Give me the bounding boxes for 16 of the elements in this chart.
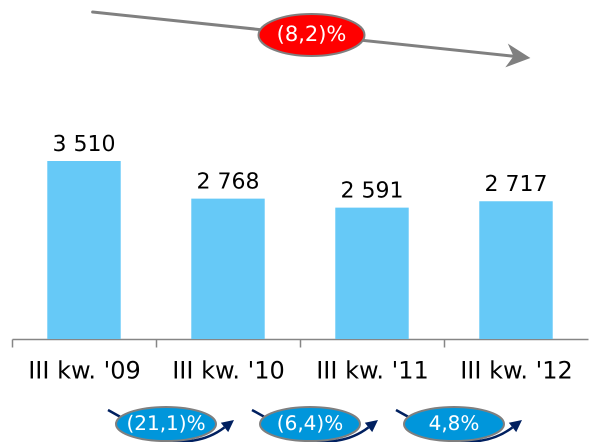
bar xyxy=(47,161,121,339)
data-label: 2 717 xyxy=(484,172,548,198)
text: (8,2)% xyxy=(276,22,346,46)
x-tick-label: III kw. '12 xyxy=(460,356,573,384)
data-label: 3 510 xyxy=(52,132,116,157)
x-tick-label: III kw. '11 xyxy=(316,356,429,384)
bar xyxy=(335,208,409,339)
text: 4,8% xyxy=(428,411,480,435)
bar xyxy=(191,198,265,339)
text: (6,4)% xyxy=(276,411,344,435)
data-label: 2 591 xyxy=(340,178,404,204)
bar xyxy=(479,201,553,339)
data-label: 2 768 xyxy=(196,170,260,195)
text: (21,1)% xyxy=(126,411,206,435)
x-tick-label: III kw. '10 xyxy=(172,356,285,384)
x-tick-label: III kw. '09 xyxy=(28,356,141,384)
